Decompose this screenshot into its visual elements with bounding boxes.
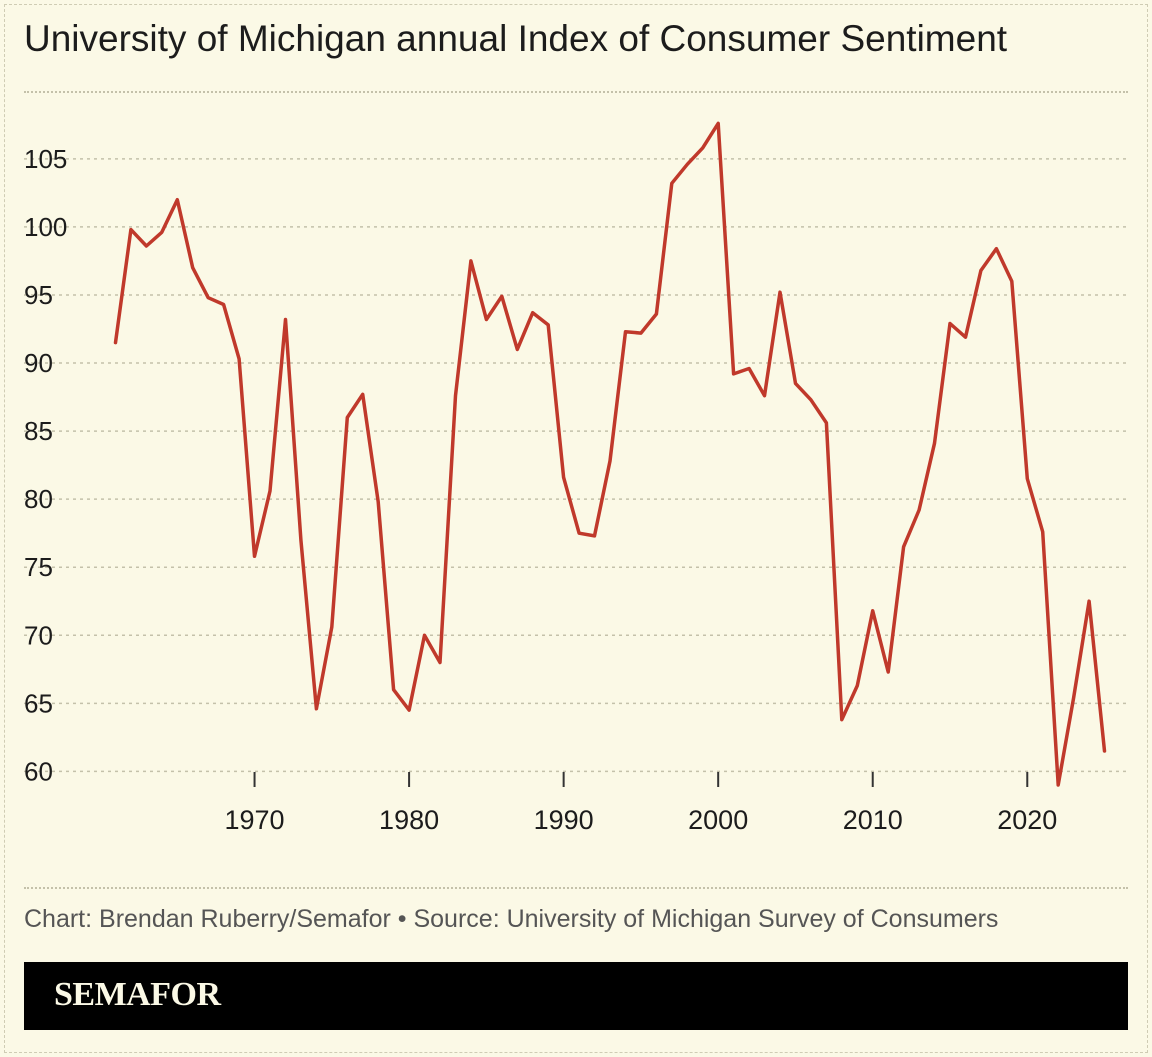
x-tick-label-1970: 1970 xyxy=(225,805,285,835)
y-tick-label-90: 90 xyxy=(24,348,53,378)
x-tick-label-2020: 2020 xyxy=(997,805,1057,835)
title-divider xyxy=(24,91,1128,93)
y-tick-label-105: 105 xyxy=(24,144,67,174)
series-line-0 xyxy=(113,121,1107,787)
y-tick-label-85: 85 xyxy=(24,416,53,446)
y-tick-label-60: 60 xyxy=(24,756,53,786)
brand-bar: SEMAFOR xyxy=(24,962,1128,1030)
y-tick-label-65: 65 xyxy=(24,688,53,718)
x-tick-label-2010: 2010 xyxy=(843,805,903,835)
source-credit: Chart: Brendan Ruberry/Semafor • Source:… xyxy=(24,905,999,933)
x-tick-label-2000: 2000 xyxy=(688,805,748,835)
chart-frame xyxy=(4,4,1148,1053)
y-tick-label-75: 75 xyxy=(24,552,53,582)
semafor-logo: SEMAFOR xyxy=(54,976,221,1013)
footer-divider xyxy=(24,887,1128,889)
y-tick-label-95: 95 xyxy=(24,280,53,310)
line-chart: 60 65 70 75 80 85 90 95 100 105 1970 1980 1990 2000 20… xyxy=(24,121,1128,835)
x-tick-label-1990: 1990 xyxy=(534,805,594,835)
chart-title: University of Michigan annual Index of C… xyxy=(24,18,1008,59)
x-tick-label-1980: 1980 xyxy=(379,805,439,835)
y-tick-label-80: 80 xyxy=(24,484,53,514)
y-tick-label-100: 100 xyxy=(24,212,67,242)
y-tick-label-70: 70 xyxy=(24,620,53,650)
